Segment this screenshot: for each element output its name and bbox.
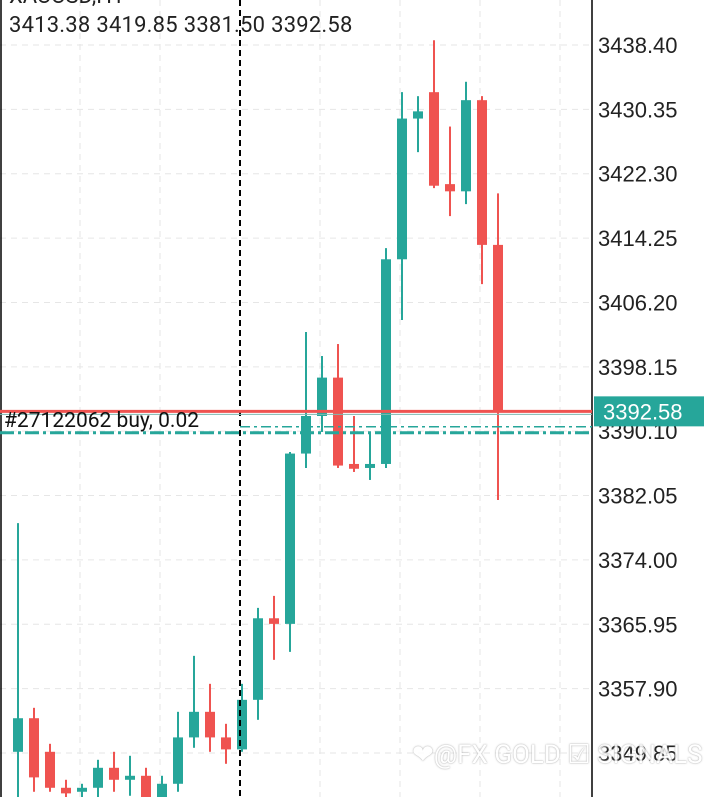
candle-body: [397, 118, 407, 260]
candles: [13, 40, 503, 797]
ohlc-open: 3413.38: [9, 13, 91, 38]
candle-body: [189, 711, 199, 738]
candle-body: [253, 618, 263, 700]
current-price-tag: [594, 396, 704, 427]
price-tick-label: 3422.30: [598, 162, 678, 187]
candle-body: [285, 453, 295, 624]
grid: [0, 0, 593, 797]
candle-body: [13, 718, 23, 752]
overlays: [0, 0, 592, 797]
price-tick-label: 3430.35: [598, 97, 678, 122]
candle-body: [381, 259, 391, 464]
candle-body: [109, 767, 119, 780]
candle-body: [493, 244, 503, 412]
price-tick-label: 3438.40: [598, 33, 678, 58]
candle-body: [269, 618, 279, 624]
price-tick-label: 3357.90: [598, 677, 678, 702]
candle-body: [221, 737, 231, 750]
candle-body: [461, 100, 471, 192]
candle-body: [349, 463, 359, 469]
price-tick-label: 3414.25: [598, 226, 678, 251]
ohlc-low: 3381.50: [183, 13, 266, 38]
candle-body: [157, 783, 167, 797]
candle-body: [45, 751, 55, 788]
candle-body: [301, 415, 311, 454]
symbol-timeframe: XAUUSD,H1: [9, 0, 124, 9]
candle-body: [413, 111, 423, 119]
candle-body: [77, 787, 87, 792]
watermark: ❤@FX GOLD ☑ SIGNALS: [412, 740, 703, 770]
ohlc-high: 3419.85: [96, 13, 178, 38]
price-tick-label: 3365.95: [598, 612, 678, 637]
price-tick-label: 3406.20: [598, 290, 678, 315]
candle-body: [125, 775, 135, 780]
candle-body: [205, 711, 215, 738]
ohlc-readout: 3413.38 3419.85 3381.50 3392.58: [9, 13, 359, 38]
price-tick-label: 3398.15: [598, 355, 678, 380]
candle-body: [477, 100, 487, 245]
price-axis[interactable]: 3438.40 3430.35 3422.30 3414.25 3406.20 3398.…: [594, 33, 704, 766]
candle-body: [237, 699, 247, 750]
candle-body: [365, 463, 375, 468]
price-tick-label: 3382.05: [598, 484, 678, 509]
candle-body: [93, 767, 103, 788]
candle-body: [429, 92, 439, 186]
candle-body: [29, 718, 39, 778]
candle-body: [61, 787, 71, 794]
candle-body: [141, 775, 151, 797]
price-tick-label: 3349.85: [598, 741, 678, 766]
price-tick-label: 3374.00: [598, 548, 678, 573]
candle-body: [173, 737, 183, 784]
trade-order-label[interactable]: #27122062 buy, 0.02: [4, 409, 200, 433]
ohlc-close: 3392.58: [271, 13, 353, 38]
current-price-value: 3392.58: [603, 399, 683, 424]
candle-body: [333, 377, 343, 466]
candle-body: [317, 377, 327, 416]
candle-body: [445, 184, 455, 192]
